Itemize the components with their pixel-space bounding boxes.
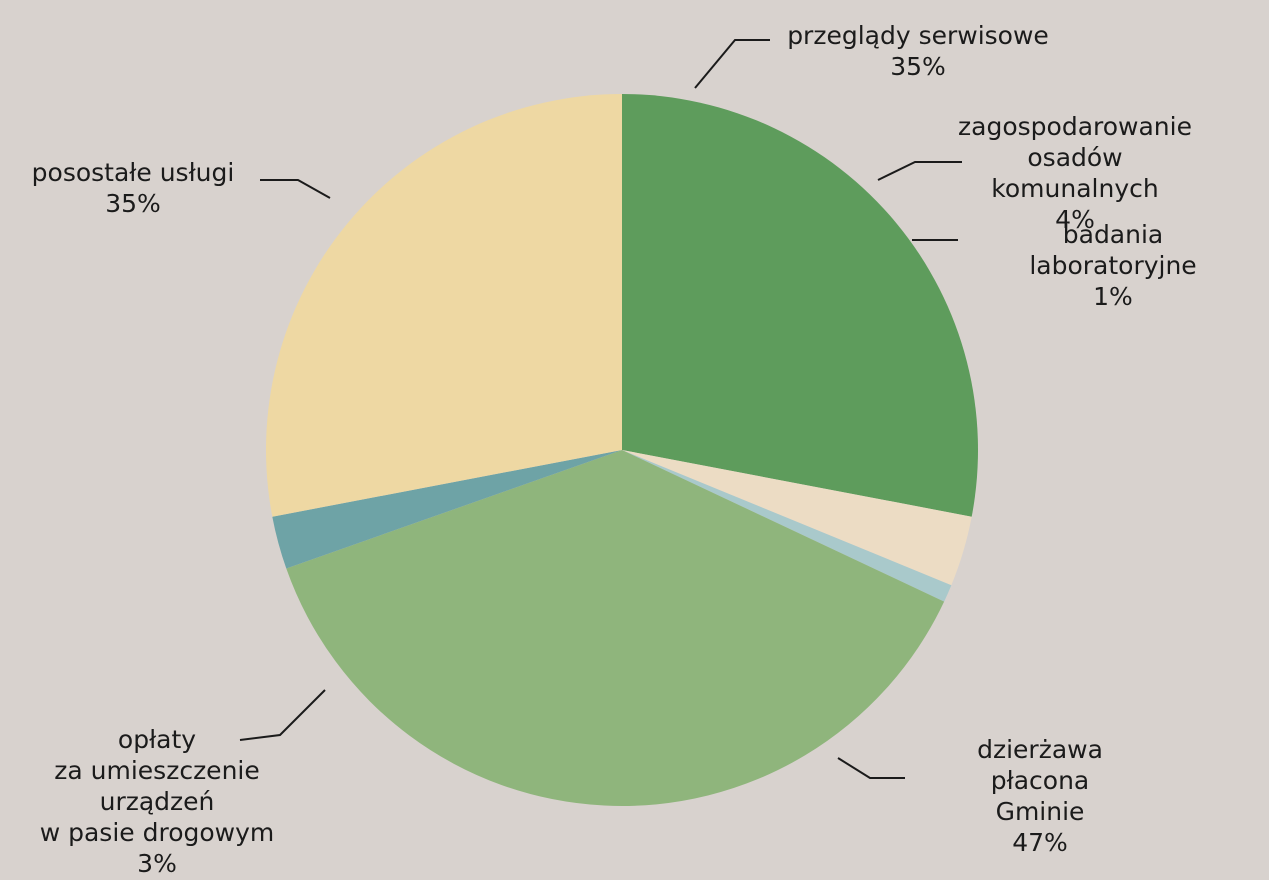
category-name: dzierżawa płacona Gminie [977,735,1103,826]
category-name: przeglądy serwisowe [787,21,1049,50]
slice-label: posostałe usługi 35% [32,157,235,219]
pie-slice [622,450,952,602]
pie-slice [622,450,972,586]
value-label: 35% [890,52,946,81]
value-label: 4% [1055,205,1095,234]
leader-line [694,39,770,89]
slice-label: badania laboratoryjne 1% [1029,219,1196,312]
slice-label: zagospodarowanie osadów komunalnych 4% [958,111,1192,235]
category-name: opłaty za umieszczenie urządzeń w pasie … [39,725,275,847]
pie-slice [286,450,945,806]
pie-slice [265,94,622,517]
slice-label: opłaty za umieszczenie urządzeń w pasie … [40,724,275,879]
slice-label: przeglądy serwisowe 35% [787,20,1049,82]
leader-line [260,179,331,199]
slices [265,94,978,806]
slice-label: dzierżawa płacona Gminie 47% [926,734,1155,858]
value-label: 3% [137,849,177,878]
category-name: posostałe usługi [31,158,235,187]
pie-slice [272,450,622,569]
value-label: 1% [1093,282,1133,311]
category-name: badania laboratoryjne [1029,220,1197,280]
value-label: 35% [105,189,161,218]
leader-line [837,757,905,779]
pie-slice [622,94,978,517]
category-name: zagospodarowanie osadów komunalnych [958,112,1192,203]
value-label: 47% [1012,828,1068,857]
leader-line [877,161,962,181]
leader-line [239,689,326,741]
